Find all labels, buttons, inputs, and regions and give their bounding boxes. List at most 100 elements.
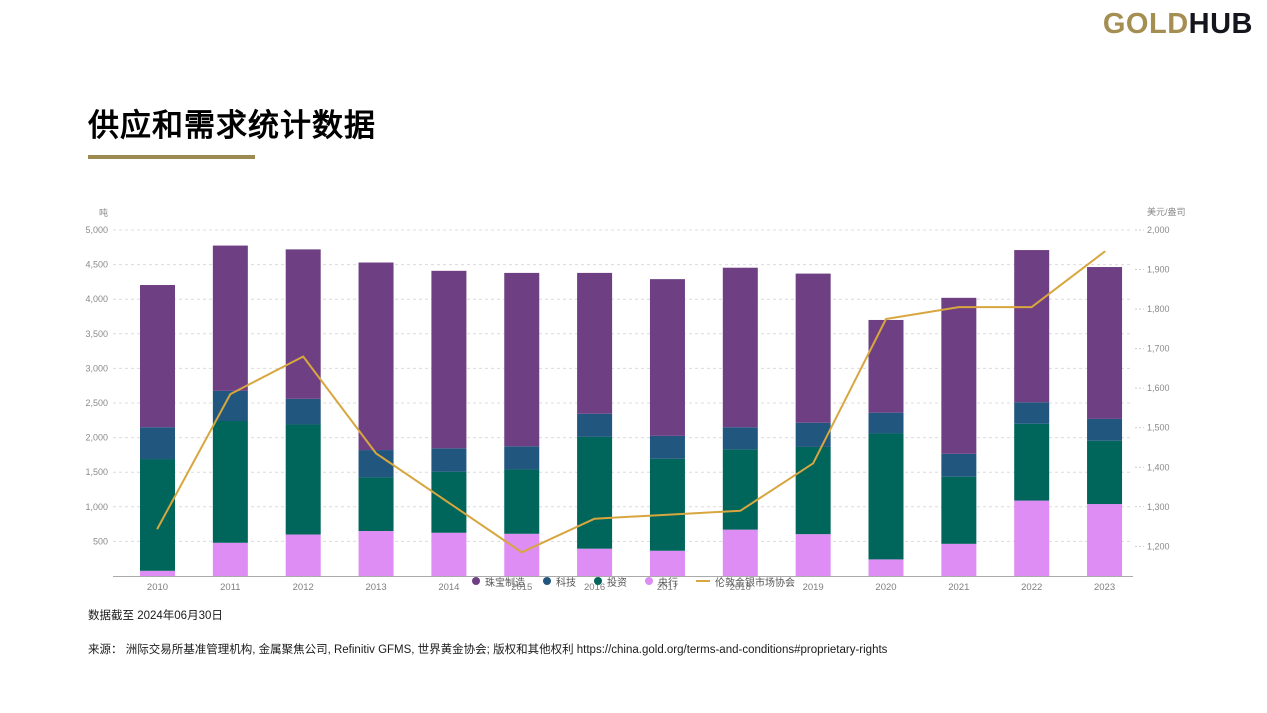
right-axis-tick-label: 1,600 (1147, 383, 1170, 393)
bar-segment-central-banks-2020[interactable] (868, 559, 904, 576)
bar-segment-central-banks-2011[interactable] (212, 542, 248, 576)
bar-segment-investment-2022[interactable] (1014, 423, 1050, 501)
bar-segment-central-banks-2023[interactable] (1087, 504, 1123, 576)
legend-label-jewellery: 珠宝制造 (485, 577, 525, 589)
left-axis-tick-label: 3,000 (85, 363, 108, 373)
logo-hub-text: HUB (1188, 8, 1253, 40)
bar-segment-technology-2016[interactable] (577, 413, 613, 437)
bar-segment-investment-2018[interactable] (722, 449, 758, 530)
legend-item-jewellery[interactable]: 珠宝制造 (472, 574, 525, 589)
legend-item-technology[interactable]: 科技 (543, 574, 576, 589)
bar-segment-jewellery-2021[interactable] (941, 297, 977, 454)
bar-segment-investment-2011[interactable] (212, 420, 248, 543)
goldhub-logo[interactable]: GOLDHUB (1103, 8, 1253, 41)
x-axis-label-2017: 2017 (657, 582, 678, 593)
bar-segment-technology-2010[interactable] (140, 427, 175, 460)
bar-segment-technology-2014[interactable] (431, 448, 467, 472)
bar-segment-investment-2010[interactable] (140, 459, 175, 571)
legend-item-lbma-gold-price[interactable]: 伦敦金银市场协会 (696, 574, 795, 589)
bar-segment-technology-2018[interactable] (722, 427, 758, 450)
legend-label-central-banks: 央行 (658, 577, 678, 589)
right-axis-tick-label: 1,300 (1147, 502, 1170, 512)
bar-segment-jewellery-2010[interactable] (140, 285, 175, 428)
bar-segment-jewellery-2012[interactable] (285, 249, 321, 399)
left-axis-tick-label: 1,500 (85, 467, 108, 477)
bar-segment-jewellery-2015[interactable] (504, 272, 540, 447)
bar-segment-central-banks-2013[interactable] (358, 531, 394, 576)
bar-segment-jewellery-2017[interactable] (649, 279, 685, 436)
left-axis-tick-label: 500 (93, 536, 108, 546)
bar-segment-central-banks-2018[interactable] (722, 529, 758, 576)
bar-segment-technology-2019[interactable] (795, 422, 831, 447)
x-axis-label-2020: 2020 (875, 582, 896, 593)
bar-segment-jewellery-2023[interactable] (1087, 267, 1123, 419)
bar-segment-central-banks-2015[interactable] (504, 533, 540, 576)
bar-segment-investment-2019[interactable] (795, 446, 831, 535)
bar-segment-technology-2020[interactable] (868, 412, 904, 434)
right-axis-tick-label: 1,200 (1147, 541, 1170, 551)
bar-segment-investment-2012[interactable] (285, 424, 321, 535)
right-axis-tick-label: 1,400 (1147, 462, 1170, 472)
legend-dot-marker-icon (472, 577, 480, 585)
right-axis-unit-label: 美元/盎司 (1147, 206, 1186, 217)
bar-segment-jewellery-2014[interactable] (431, 270, 467, 449)
right-axis-tick-label: 1,500 (1147, 423, 1170, 433)
lbma-price-line[interactable] (156, 250, 1106, 554)
bar-segment-technology-2017[interactable] (649, 435, 685, 459)
left-axis-tick-label: 3,500 (85, 329, 108, 339)
bar-segment-central-banks-2010[interactable] (140, 570, 175, 576)
left-axis-tick-label: 4,500 (85, 260, 108, 270)
bar-segment-central-banks-2012[interactable] (285, 534, 321, 576)
page-title: 供应和需求统计数据 (88, 108, 376, 143)
x-axis-label-2022: 2022 (1021, 582, 1042, 593)
bar-segment-central-banks-2017[interactable] (649, 550, 685, 576)
legend-dot-marker-icon (594, 577, 602, 585)
legend-item-investment[interactable]: 投资 (594, 574, 627, 589)
bar-segment-jewellery-2019[interactable] (795, 273, 831, 423)
legend-label-technology: 科技 (556, 577, 576, 589)
bar-segment-investment-2020[interactable] (868, 433, 904, 560)
legend-line-marker-icon (696, 580, 710, 582)
bar-segment-investment-2016[interactable] (577, 436, 613, 549)
x-axis-label-2018: 2018 (730, 582, 751, 593)
legend-label-lbma-gold-price: 伦敦金银市场协会 (715, 577, 795, 589)
bar-segment-technology-2015[interactable] (504, 446, 540, 470)
bar-segment-jewellery-2022[interactable] (1014, 250, 1050, 403)
bar-segment-technology-2021[interactable] (941, 453, 977, 477)
left-axis-tick-label: 2,500 (85, 398, 108, 408)
bar-segment-jewellery-2018[interactable] (722, 267, 758, 428)
right-axis-tick-label: 1,900 (1147, 265, 1170, 275)
x-axis-label-2014: 2014 (438, 582, 459, 593)
chart-legend: 珠宝制造 科技 投资 央行 伦敦金银市场协会 (0, 573, 1267, 589)
bar-segment-investment-2021[interactable] (941, 476, 977, 544)
bar-segment-technology-2013[interactable] (358, 450, 394, 478)
bar-segment-investment-2015[interactable] (504, 469, 540, 534)
legend-dot-marker-icon (645, 577, 653, 585)
bar-segment-central-banks-2019[interactable] (795, 534, 831, 576)
bar-segment-central-banks-2021[interactable] (941, 543, 977, 576)
bar-segment-jewellery-2011[interactable] (212, 245, 248, 391)
bar-segment-technology-2022[interactable] (1014, 402, 1050, 424)
x-axis-label-2023: 2023 (1094, 582, 1115, 593)
x-axis-label-2010: 2010 (147, 582, 168, 593)
bar-segment-technology-2012[interactable] (285, 398, 321, 425)
data-as-of-note: 数据截至 2024年06月30日 (88, 610, 223, 622)
bar-segment-central-banks-2016[interactable] (577, 548, 613, 576)
bar-segment-jewellery-2020[interactable] (868, 319, 904, 413)
bar-segment-investment-2013[interactable] (358, 477, 394, 532)
bar-segment-jewellery-2016[interactable] (577, 272, 613, 414)
bar-segment-central-banks-2014[interactable] (431, 532, 467, 576)
title-underline (88, 155, 255, 159)
right-axis-tick-label: 2,000 (1147, 225, 1170, 235)
bar-segment-investment-2017[interactable] (649, 458, 685, 551)
bar-segment-investment-2023[interactable] (1087, 440, 1123, 505)
bar-segment-central-banks-2022[interactable] (1014, 500, 1050, 576)
x-axis-label-2019: 2019 (803, 582, 824, 593)
right-axis-tick-label: 1,800 (1147, 304, 1170, 314)
legend-dot-marker-icon (543, 577, 551, 585)
bar-segment-technology-2023[interactable] (1087, 418, 1123, 441)
x-axis-label-2021: 2021 (948, 582, 969, 593)
legend-item-central-banks[interactable]: 央行 (645, 574, 678, 589)
x-axis-label-2011: 2011 (220, 582, 240, 593)
bar-segment-jewellery-2013[interactable] (358, 262, 394, 451)
